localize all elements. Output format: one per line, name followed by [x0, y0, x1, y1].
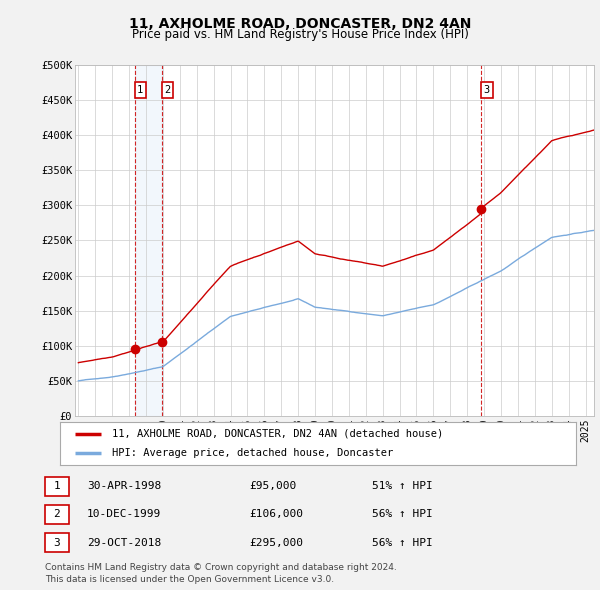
Text: 56% ↑ HPI: 56% ↑ HPI — [372, 538, 433, 548]
Text: £106,000: £106,000 — [249, 510, 303, 519]
Text: 1: 1 — [137, 85, 143, 95]
Text: 11, AXHOLME ROAD, DONCASTER, DN2 4AN (detached house): 11, AXHOLME ROAD, DONCASTER, DN2 4AN (de… — [112, 429, 443, 439]
Text: 56% ↑ HPI: 56% ↑ HPI — [372, 510, 433, 519]
Text: 51% ↑ HPI: 51% ↑ HPI — [372, 481, 433, 491]
Text: £295,000: £295,000 — [249, 538, 303, 548]
Text: 3: 3 — [484, 85, 490, 95]
Text: 10-DEC-1999: 10-DEC-1999 — [87, 510, 161, 519]
Text: 11, AXHOLME ROAD, DONCASTER, DN2 4AN: 11, AXHOLME ROAD, DONCASTER, DN2 4AN — [129, 17, 471, 31]
Text: 29-OCT-2018: 29-OCT-2018 — [87, 538, 161, 548]
Text: Contains HM Land Registry data © Crown copyright and database right 2024.
This d: Contains HM Land Registry data © Crown c… — [45, 563, 397, 584]
Bar — [134, 65, 162, 416]
Text: 30-APR-1998: 30-APR-1998 — [87, 481, 161, 491]
Text: HPI: Average price, detached house, Doncaster: HPI: Average price, detached house, Donc… — [112, 448, 393, 458]
Text: 1: 1 — [53, 481, 61, 491]
Text: 2: 2 — [164, 85, 170, 95]
Text: 3: 3 — [53, 538, 61, 548]
Text: 2: 2 — [53, 510, 61, 519]
Text: Price paid vs. HM Land Registry's House Price Index (HPI): Price paid vs. HM Land Registry's House … — [131, 28, 469, 41]
Text: £95,000: £95,000 — [249, 481, 296, 491]
